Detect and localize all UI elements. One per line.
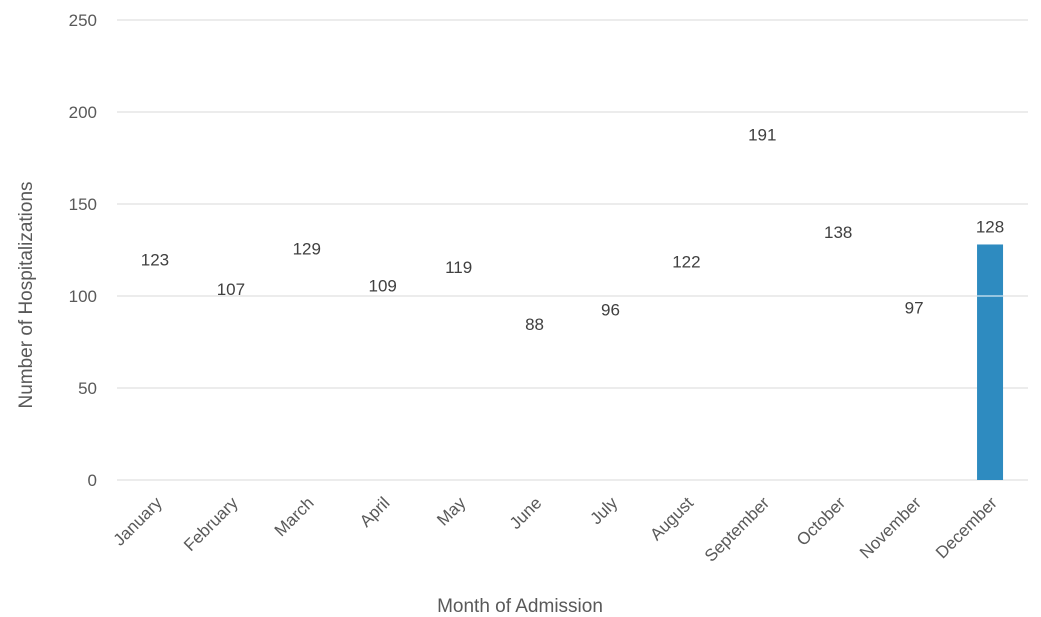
x-tick-label: March xyxy=(271,493,318,540)
x-tick-label: November xyxy=(856,493,925,562)
data-label: 107 xyxy=(217,280,245,299)
data-label: 129 xyxy=(293,240,321,259)
data-label: 122 xyxy=(672,253,700,272)
x-axis-ticks: January February March April May June July Augu… xyxy=(110,493,1002,566)
x-tick-label: April xyxy=(356,493,393,530)
y-tick-label: 250 xyxy=(69,11,97,30)
x-tick-label: May xyxy=(433,493,469,529)
x-tick-label: January xyxy=(110,493,167,550)
data-label: 88 xyxy=(525,315,544,334)
data-label: 96 xyxy=(601,300,620,319)
data-label: 109 xyxy=(369,276,397,295)
gridlines xyxy=(117,19,1028,481)
data-label: 191 xyxy=(748,126,776,145)
data-label: 138 xyxy=(824,223,852,242)
x-tick-label: September xyxy=(701,493,773,565)
bars xyxy=(977,244,1004,480)
data-label: 128 xyxy=(976,217,1004,236)
y-axis-ticks: 0 50 100 150 200 250 xyxy=(69,11,97,490)
x-tick-label: June xyxy=(506,493,546,533)
x-tick-label: February xyxy=(180,493,242,555)
x-tick-label: October xyxy=(793,493,849,549)
data-label: 123 xyxy=(141,251,169,270)
x-tick-label: July xyxy=(586,493,621,528)
data-label: 119 xyxy=(445,258,472,277)
y-tick-label: 150 xyxy=(69,195,97,214)
data-label: 97 xyxy=(905,299,924,318)
y-tick-label: 100 xyxy=(69,287,97,306)
y-axis-title: Number of Hospitalizations xyxy=(16,181,37,408)
data-labels: 123 107 129 109 119 88 96 122 191 138 97 128 xyxy=(141,126,1004,335)
bar xyxy=(977,244,1004,480)
y-tick-label: 0 xyxy=(88,471,97,490)
y-tick-label: 50 xyxy=(78,379,97,398)
x-tick-label: December xyxy=(932,493,1001,562)
x-tick-label: August xyxy=(646,493,697,544)
x-axis-title: Month of Admission xyxy=(437,596,603,617)
y-tick-label: 200 xyxy=(69,103,97,122)
